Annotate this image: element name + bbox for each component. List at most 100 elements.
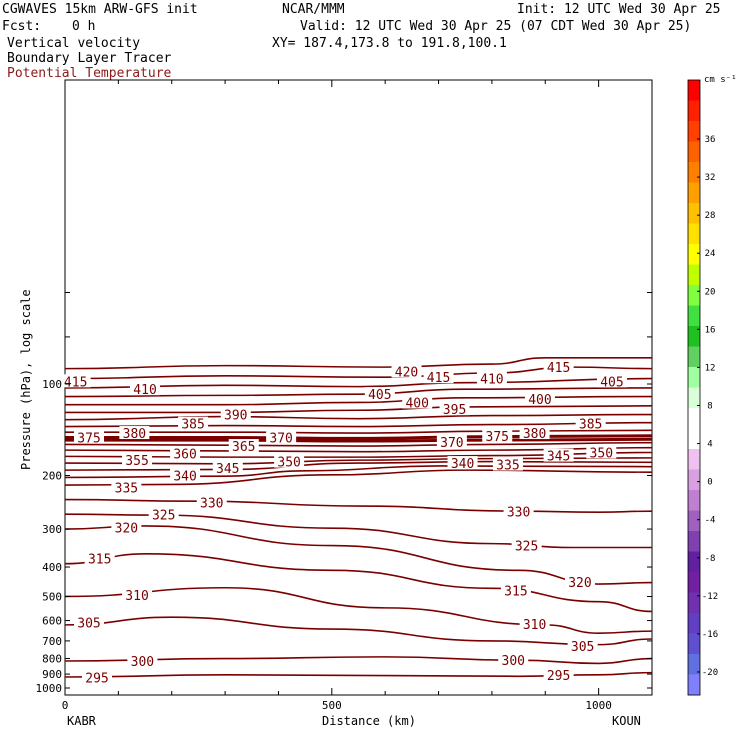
contour-label: 400: [528, 393, 551, 408]
colorbar-label: -12: [702, 592, 718, 602]
contour-label-bg: [122, 588, 153, 602]
contour-label-bg: [402, 395, 433, 409]
contour-label: 340: [173, 470, 196, 485]
contour-380: [64, 429, 653, 434]
y-tick-label: 700: [42, 635, 62, 648]
colorbar: 36 32 28 24 20 16 12 8 4 0 -4 -8 -12 -16 -20: [687, 79, 718, 696]
contour-label: 320: [115, 522, 138, 537]
contour-label: 295: [547, 669, 570, 684]
contour-label-bg: [170, 446, 201, 460]
x-tick-label: 500: [322, 699, 342, 712]
contour-label-bg: [476, 371, 507, 385]
colorbar-label: 32: [705, 173, 716, 183]
contour-310: [64, 586, 653, 634]
contour-label: 305: [571, 640, 594, 655]
y-tick-label: 900: [42, 668, 62, 681]
colorbar-swatch: [688, 162, 700, 183]
contour-label: 410: [133, 383, 156, 398]
contour-315: [64, 553, 653, 613]
contour-label-bg: [543, 360, 574, 374]
contour-label: 415: [427, 371, 450, 386]
colorbar-swatch: [688, 572, 700, 593]
colorbar-swatch: [688, 182, 700, 204]
contour-label-bg: [511, 538, 542, 552]
contour-label: 360: [173, 447, 196, 462]
colorbar-swatch: [688, 613, 700, 634]
contour-label: 390: [224, 409, 247, 424]
colorbar-swatch: [688, 264, 700, 286]
org-label: NCAR/MMM: [282, 2, 345, 17]
contour-label-bg: [84, 551, 115, 565]
contour-label-bg: [364, 387, 395, 401]
contour-label: 295: [85, 672, 108, 687]
contour-label: 385: [181, 418, 204, 433]
contour-label: 400: [405, 396, 428, 411]
contour-label: 320: [568, 576, 591, 591]
contour-label-bg: [543, 667, 574, 681]
contour-label-bg: [130, 382, 161, 396]
xy-range: XY= 187.4,173.8 to 191.8,100.1: [272, 36, 507, 51]
right-station: KOUN: [612, 714, 641, 728]
colorbar-swatch: [688, 223, 700, 245]
y-tick-label: 600: [42, 615, 62, 628]
contour-label: 345: [216, 462, 239, 477]
contour-label-bg: [82, 670, 113, 684]
y-tick-label: 200: [42, 470, 62, 483]
colorbar-label: -20: [702, 668, 718, 678]
contour-label: 405: [368, 388, 391, 403]
contour-295: [64, 671, 653, 678]
fcst-label: Fcst:: [2, 19, 42, 34]
colorbar-swatch: [688, 674, 700, 696]
contour-label: 420: [395, 366, 418, 381]
contour-label-bg: [498, 653, 529, 667]
contour-label-bg: [567, 638, 598, 652]
contour-label-bg: [543, 448, 574, 462]
contour-label: 345: [547, 450, 570, 465]
y-tick-label: 800: [42, 653, 62, 666]
contour-label-bg: [500, 583, 531, 597]
contour-label-bg: [564, 574, 595, 588]
field-vertical-velocity: Vertical velocity: [7, 36, 141, 51]
contour-370: [64, 437, 653, 443]
contour-label-bg: [439, 402, 470, 416]
contour-label-bg: [266, 430, 297, 444]
valid-time: Valid: 12 UTC Wed 30 Apr 25 (07 CDT Wed …: [300, 19, 692, 34]
contour-label: 350: [277, 456, 300, 471]
colorbar-label: 12: [705, 363, 716, 373]
colorbar-swatch: [688, 387, 700, 409]
contour-label-bg: [519, 426, 550, 440]
colorbar-swatch: [688, 367, 700, 388]
contour-label: 335: [115, 481, 138, 496]
contour-label-bg: [111, 520, 142, 534]
contour-label: 395: [443, 403, 466, 418]
colorbar-swatch: [688, 80, 700, 101]
colorbar-swatch: [688, 633, 700, 655]
contour-label: 385: [579, 418, 602, 433]
colorbar-swatch: [688, 141, 700, 163]
contour-410: [64, 377, 653, 389]
contour-405: [64, 387, 653, 398]
contour-label: 300: [131, 655, 154, 670]
contour-label: 350: [590, 446, 613, 461]
colorbar-label: 24: [705, 249, 716, 259]
colorbar-swatch: [688, 203, 700, 224]
contour-label-bg: [482, 428, 513, 442]
contour-label-bg: [391, 364, 422, 378]
x-axis: 0 500 1000: [62, 80, 653, 712]
left-station: KABR: [67, 714, 97, 728]
contour-label-bg: [148, 507, 179, 521]
x-tick-label: 1000: [585, 699, 612, 712]
colorbar-swatch: [688, 510, 700, 532]
field-boundary-layer-tracer: Boundary Layer Tracer: [7, 51, 172, 66]
colorbar-swatch: [688, 551, 700, 573]
contour-label: 410: [480, 373, 503, 388]
contour-label: 335: [496, 459, 519, 474]
contour-label: 370: [440, 436, 463, 451]
field-potential-temperature: Potential Temperature: [7, 66, 172, 81]
colorbar-label: 20: [705, 287, 716, 297]
contour-390: [64, 413, 653, 421]
contour-label-bg: [178, 416, 209, 430]
model-title: CGWAVES 15km ARW-GFS init: [2, 2, 198, 17]
